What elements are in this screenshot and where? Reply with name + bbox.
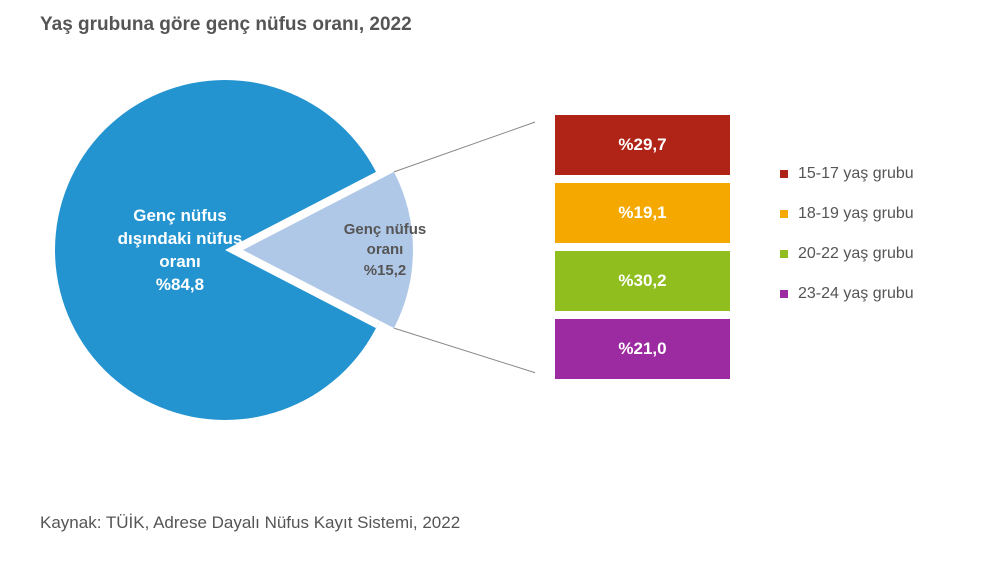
pie-main-label-line2: dışındaki nüfus [118,229,243,248]
source-text: Kaynak: TÜİK, Adrese Dayalı Nüfus Kayıt … [40,513,460,533]
breakdown-bar: %19,1 [555,183,730,243]
breakdown-bar: %21,0 [555,319,730,379]
connector-line-top [394,115,535,172]
pie-wedge-label-line1: Genç nüfus [344,221,427,238]
chart-title: Yaş grubuna göre genç nüfus oranı, 2022 [40,14,412,36]
pie-main-label-line3: oranı [159,252,201,271]
breakdown-bar: %30,2 [555,251,730,311]
pie-wedge-label-value: %15,2 [364,262,407,279]
legend-item: 18-19 yaş grubu [780,205,914,223]
legend-label: 15-17 yaş grubu [798,165,914,183]
breakdown-bar-value: %29,7 [618,135,666,155]
legend-label: 18-19 yaş grubu [798,205,914,223]
legend-label: 20-22 yaş grubu [798,245,914,263]
breakdown-bar: %29,7 [555,115,730,175]
breakdown-bar-value: %30,2 [618,271,666,291]
legend-item: 15-17 yaş grubu [780,165,914,183]
pie-wedge-label-line2: oranı [367,241,404,258]
breakdown-bar-value: %19,1 [618,203,666,223]
legend-marker-icon [780,250,788,258]
pie-main-label-line1: Genç nüfus [133,206,227,225]
pie-main-label: Genç nüfus dışındaki nüfus oranı %84,8 [85,205,275,297]
legend-marker-icon [780,170,788,178]
legend-marker-icon [780,210,788,218]
legend-label: 23-24 yaş grubu [798,285,914,303]
breakdown-bar-value: %21,0 [618,339,666,359]
legend-item: 20-22 yaş grubu [780,245,914,263]
breakdown-bars: %29,7 %19,1 %30,2 %21,0 [555,115,730,387]
pie-main-label-value: %84,8 [156,275,204,294]
legend-marker-icon [780,290,788,298]
pie-wedge-label: Genç nüfus oranı %15,2 [325,220,445,281]
legend-item: 23-24 yaş grubu [780,285,914,303]
connector-line-bottom [394,328,535,379]
legend: 15-17 yaş grubu 18-19 yaş grubu 20-22 yaş … [780,165,914,325]
